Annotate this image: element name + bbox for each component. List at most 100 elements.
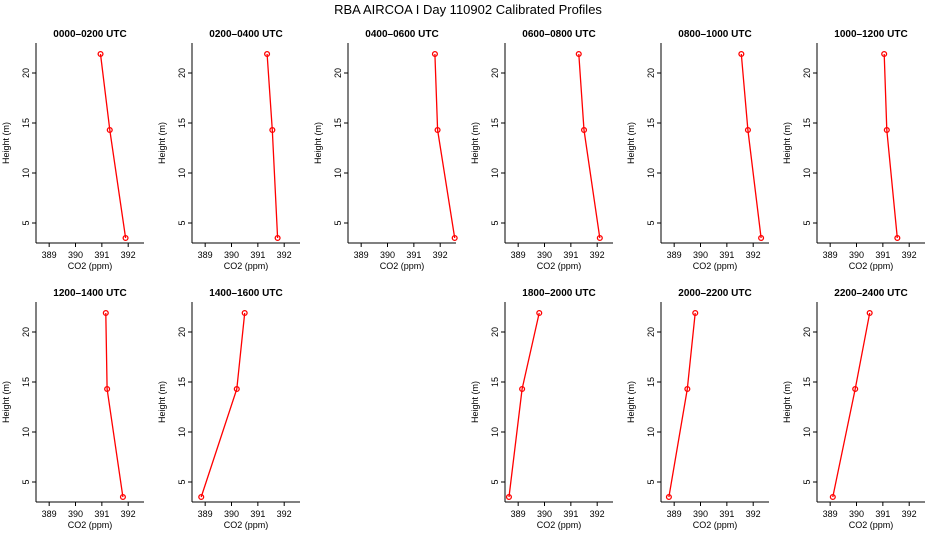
profile-panel: 2000–2200 UTC 5 10 15 20 389 390 391 392 CO2 (ppm… (626, 288, 769, 530)
x-tick-label: 389 (511, 250, 526, 260)
profile-series-line (434, 53, 456, 239)
x-tick-label: 389 (823, 250, 838, 260)
y-tick-label: 15 (490, 118, 500, 128)
y-tick-label: 10 (177, 427, 187, 437)
profile-data-point (102, 309, 109, 317)
x-tick-label: 391 (250, 509, 265, 519)
y-axis-label: Height (m) (157, 122, 167, 164)
y-tick-label: 15 (646, 377, 656, 387)
profile-series-line (99, 53, 127, 239)
figure-title: RBA AIRCOA I Day 110902 Calibrated Profi… (334, 2, 602, 17)
profile-data-point (274, 234, 281, 242)
x-tick-label: 391 (94, 250, 109, 260)
profile-data-point (692, 309, 699, 317)
x-tick-label: 391 (719, 250, 734, 260)
y-tick-label: 15 (802, 118, 812, 128)
panel-title: 0800–1000 UTC (678, 29, 751, 40)
profile-data-point (198, 493, 205, 501)
y-tick-label: 5 (21, 479, 31, 484)
x-tick-label: 392 (121, 509, 136, 519)
x-tick-label: 390 (68, 509, 83, 519)
panel-title: 1200–1400 UTC (53, 288, 126, 299)
y-tick-label: 20 (333, 68, 343, 78)
x-tick-label: 392 (902, 250, 917, 260)
y-tick-label: 20 (802, 68, 812, 78)
y-tick-label: 15 (490, 377, 500, 387)
x-tick-label: 392 (277, 250, 292, 260)
x-tick-label: 390 (224, 250, 239, 260)
y-tick-label: 10 (177, 168, 187, 178)
profile-panel: 1000–1200 UTC 5 10 15 20 389 390 391 392 CO2 (ppm… (782, 29, 925, 271)
y-tick-label: 5 (333, 220, 343, 225)
x-tick-label: 390 (693, 250, 708, 260)
panel-title: 2200–2400 UTC (834, 288, 907, 299)
profile-panel: 0000–0200 UTC 5 10 15 20 389 390 391 392 CO2 (ppm… (1, 29, 144, 271)
y-tick-label: 20 (646, 68, 656, 78)
panel-title: 0600–0800 UTC (522, 29, 595, 40)
x-tick-label: 392 (121, 250, 136, 260)
profile-data-point (852, 385, 859, 393)
y-axis-label: Height (m) (1, 122, 11, 164)
profile-series-line (266, 53, 279, 239)
profile-panel: 2200–2400 UTC 5 10 15 20 389 390 391 392 CO2 (ppm… (782, 288, 925, 530)
profile-data-point (106, 126, 113, 134)
profile-data-point (505, 493, 513, 501)
panel-title: 0400–0600 UTC (365, 29, 438, 40)
y-axis-label: Height (m) (626, 122, 636, 164)
profile-panel: 1800–2000 UTC 5 10 15 20 389 390 391 392 CO2 (ppm… (470, 288, 613, 530)
y-tick-label: 5 (490, 220, 500, 225)
x-axis-label: CO2 (ppm) (537, 520, 582, 530)
y-tick-label: 5 (646, 220, 656, 225)
x-tick-label: 391 (94, 509, 109, 519)
y-axis-label: Height (m) (313, 122, 323, 164)
y-tick-label: 10 (333, 168, 343, 178)
y-tick-label: 10 (802, 427, 812, 437)
x-tick-label: 391 (406, 250, 421, 260)
x-tick-label: 390 (537, 509, 552, 519)
x-axis-label: CO2 (ppm) (537, 261, 582, 271)
x-tick-label: 391 (875, 509, 890, 519)
y-tick-label: 5 (490, 479, 500, 484)
profile-series-line (200, 312, 246, 498)
y-tick-label: 15 (21, 377, 31, 387)
y-tick-label: 20 (21, 327, 31, 337)
y-axis-label: Height (m) (470, 381, 480, 423)
y-tick-label: 10 (802, 168, 812, 178)
profile-panel: 0600–0800 UTC 5 10 15 20 389 390 391 392 CO2 (ppm… (470, 29, 613, 271)
y-tick-label: 15 (646, 118, 656, 128)
y-axis-label: Height (m) (470, 122, 480, 164)
y-axis-label: Height (m) (782, 381, 792, 423)
y-tick-label: 5 (646, 479, 656, 484)
x-axis-label: CO2 (ppm) (849, 520, 894, 530)
profile-data-point (665, 493, 672, 501)
profile-data-point (233, 385, 240, 393)
y-tick-label: 15 (177, 377, 187, 387)
y-tick-label: 20 (802, 327, 812, 337)
panel-title: 1000–1200 UTC (834, 29, 907, 40)
x-tick-label: 392 (902, 509, 917, 519)
profile-data-point (881, 50, 888, 58)
y-tick-label: 10 (646, 168, 656, 178)
profile-panel: 0800–1000 UTC 5 10 15 20 389 390 391 392 CO2 (ppm… (626, 29, 769, 271)
x-tick-label: 392 (746, 509, 761, 519)
profile-panel: 1400–1600 UTC 5 10 15 20 389 390 391 392 CO2 (ppm… (157, 288, 300, 530)
y-tick-label: 20 (21, 68, 31, 78)
profile-data-point (431, 50, 438, 58)
x-tick-label: 391 (563, 509, 578, 519)
x-tick-label: 390 (224, 509, 239, 519)
profile-data-point (684, 385, 691, 393)
y-axis-label: Height (m) (626, 381, 636, 423)
panel-title: 1800–2000 UTC (522, 288, 595, 299)
profile-data-point (744, 126, 751, 134)
x-tick-label: 392 (277, 509, 292, 519)
profile-data-point (883, 126, 890, 134)
x-tick-label: 392 (590, 509, 605, 519)
profile-data-point (97, 50, 104, 58)
y-axis-label: Height (m) (782, 122, 792, 164)
profile-series-line (508, 312, 540, 498)
x-axis-label: CO2 (ppm) (693, 261, 738, 271)
y-axis-label: Height (m) (157, 381, 167, 423)
y-tick-label: 20 (490, 327, 500, 337)
profile-data-point (241, 309, 248, 317)
